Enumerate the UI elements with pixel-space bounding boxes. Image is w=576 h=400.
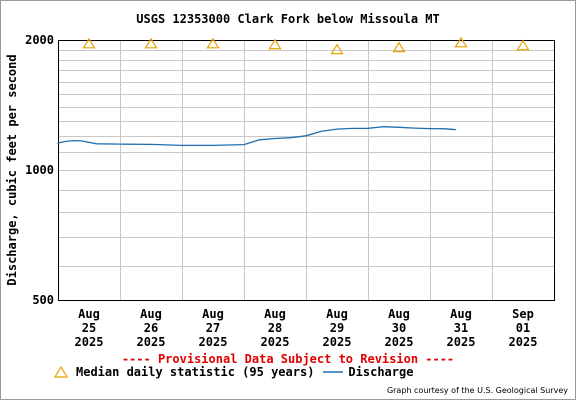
x-tick-label: 2025 [447, 335, 476, 349]
x-tick-label: 26 [144, 321, 158, 335]
median-point [206, 37, 220, 49]
plot-border [58, 40, 555, 301]
median-point [392, 41, 406, 53]
legend-discharge-label: Discharge [348, 365, 414, 379]
median-point [268, 38, 282, 50]
x-tick-label: Sep [512, 307, 534, 321]
x-tick-label: Aug [450, 307, 472, 321]
median-point [82, 37, 96, 49]
x-tick-label: 2025 [509, 335, 538, 349]
y-tick-label: 2000 [25, 33, 54, 47]
x-tick-label: 28 [268, 321, 282, 335]
median-point [454, 36, 468, 48]
provisional-notice: ---- Provisional Data Subject to Revisio… [121, 352, 455, 366]
x-tick-label: Aug [140, 307, 162, 321]
x-tick-label: 01 [516, 321, 530, 335]
median-point [516, 39, 530, 51]
x-tick-label: 2025 [261, 335, 290, 349]
x-tick-label: 2025 [385, 335, 414, 349]
x-tick-label: 29 [330, 321, 344, 335]
discharge-series-line [57, 126, 456, 147]
chart-title: USGS 12353000 Clark Fork below Missoula … [136, 12, 440, 26]
median-point [330, 43, 344, 55]
x-tick-label: 2025 [323, 335, 352, 349]
x-tick-label: Aug [202, 307, 224, 321]
y-tick-label: 1000 [25, 163, 54, 177]
x-tick-label: 2025 [137, 335, 166, 349]
x-tick-label: 2025 [199, 335, 228, 349]
x-tick-label: 27 [206, 321, 220, 335]
credit-text: Graph courtesy of the U.S. Geological Su… [386, 386, 568, 395]
y-tick-label: 500 [32, 293, 54, 307]
legend-median-label: Median daily statistic (95 years) [76, 365, 315, 379]
x-tick-label: Aug [326, 307, 348, 321]
median-point [144, 37, 158, 49]
discharge-line-icon [323, 371, 344, 373]
x-tick-label: 31 [454, 321, 468, 335]
x-tick-label: 25 [82, 321, 96, 335]
x-tick-label: 2025 [75, 335, 104, 349]
x-tick-label: Aug [264, 307, 286, 321]
median-triangle-icon [54, 366, 68, 378]
x-tick-label: 30 [392, 321, 406, 335]
legend: Median daily statistic (95 years) Discha… [54, 365, 413, 379]
x-tick-label: Aug [78, 307, 100, 321]
x-tick-label: Aug [388, 307, 410, 321]
